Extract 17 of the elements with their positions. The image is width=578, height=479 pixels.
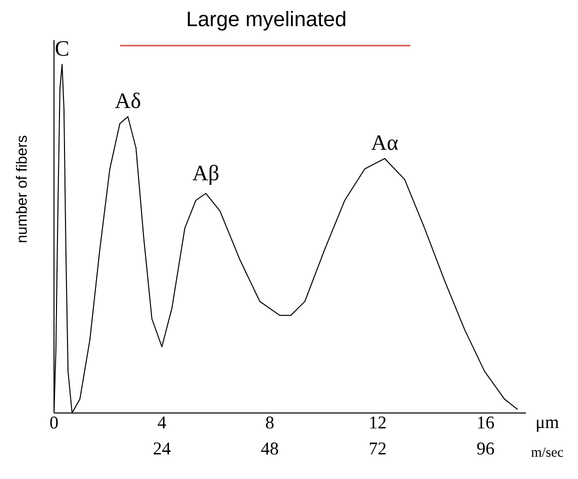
x2-tick-label: 96 [477,442,494,455]
x-tick-label: 8 [266,416,274,429]
annotation: Aβ [192,164,218,185]
chart-title: Large myelinated [188,11,346,30]
x-tick-label: 0 [50,416,58,429]
x2-tick-label: 48 [261,442,278,455]
x-tick-label: 12 [370,416,386,428]
annotation: C [56,41,68,56]
annotation: Aδ [115,92,140,108]
x2-axis-title: m/sec [531,448,564,457]
x-tick-label: 16 [478,416,494,429]
annotation: Aα [371,135,398,150]
x2-tick-label: 24 [154,442,171,454]
x-tick-label: 4 [158,416,166,428]
x2-tick-label: 72 [370,442,386,454]
x-axis-title: μm [536,420,559,432]
y-axis-title: number of fibers [16,136,27,242]
